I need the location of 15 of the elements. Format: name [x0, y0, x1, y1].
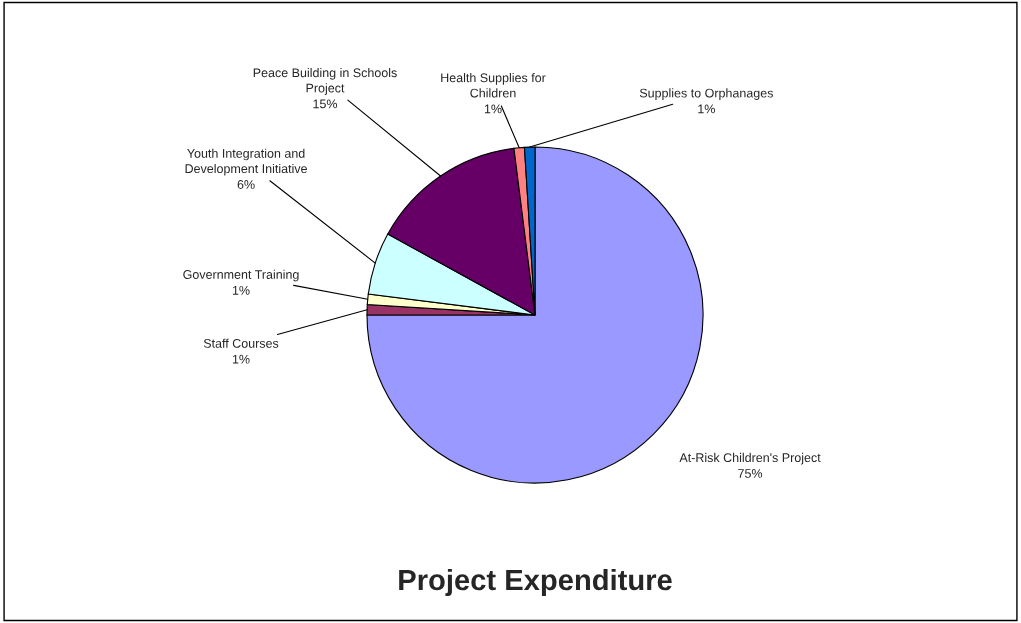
- data-label: 1%: [698, 104, 715, 114]
- data-label: 1%: [484, 104, 502, 114]
- slice-label: Staff Courses: [203, 338, 279, 348]
- text: Project Expenditure: [399, 568, 672, 597]
- slice-label: Peace Building in Schools Project: [253, 67, 397, 95]
- slice-label: At-Risk Children's Project: [679, 452, 821, 465]
- slice-label: Supplies to Orphanages: [639, 88, 773, 100]
- data-label: 1%: [232, 354, 250, 364]
- data-label: 1%: [232, 285, 250, 295]
- data-label: 6%: [237, 180, 255, 189]
- slice-label: Government Training: [183, 269, 299, 282]
- data-label: 15%: [313, 99, 338, 109]
- slice-label: Youth Integration and Development Initiative: [185, 148, 307, 176]
- data-label: 75%: [738, 469, 763, 478]
- slice-label: Health Supplies for Children: [441, 73, 546, 98]
